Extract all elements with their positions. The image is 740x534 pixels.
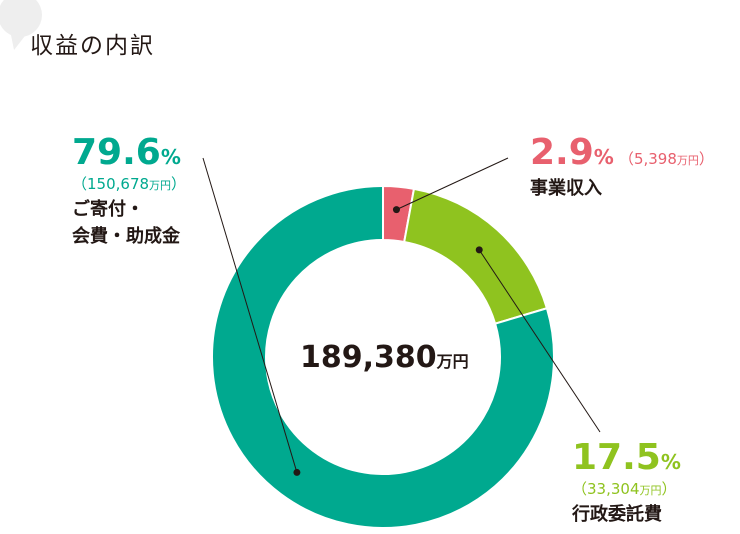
percent-sign: % xyxy=(593,145,614,169)
percent-sign: % xyxy=(660,450,681,474)
percent-sign: % xyxy=(160,145,181,169)
label-slice-2: 79.6% （150,678万円） ご寄付・ 会費・助成金 xyxy=(72,135,186,250)
amount-value: 5,398 xyxy=(633,150,677,168)
category-name: 事業収入 xyxy=(530,178,602,199)
amount-unit: 万円 xyxy=(676,154,699,167)
leader-dot-0 xyxy=(392,206,400,214)
speech-bubble-icon xyxy=(0,0,42,50)
label-slice-1: 17.5% （33,304万円） 行政委託費 xyxy=(572,440,681,528)
category-name-line2: 会費・助成金 xyxy=(72,226,180,247)
amount-unit: 万円 xyxy=(639,484,662,497)
category-name-line1: ご寄付・ xyxy=(72,199,144,220)
amount-value: 33,304 xyxy=(587,480,640,498)
amount-unit: 万円 xyxy=(149,179,172,192)
leader-line-1 xyxy=(478,249,601,433)
total-unit: 万円 xyxy=(436,352,469,371)
label-slice-0: 2.9% （5,398万円） 事業収入 xyxy=(530,135,714,202)
category-name: 行政委託費 xyxy=(572,504,662,525)
total-value: 189,380万円 xyxy=(300,340,469,375)
donut-slice-1 xyxy=(403,187,549,325)
percent-value: 79.6 xyxy=(72,132,161,173)
donut-slice-2 xyxy=(211,184,555,529)
total-number: 189,380 xyxy=(300,340,437,375)
chart-title: 収益の内訳 xyxy=(30,33,155,59)
leader-dot-1 xyxy=(475,246,483,254)
leader-line-0 xyxy=(396,157,509,211)
percent-value: 2.9 xyxy=(530,132,594,173)
percent-value: 17.5 xyxy=(572,437,661,478)
leader-dot-2 xyxy=(293,468,301,476)
leader-line-2 xyxy=(202,157,298,473)
amount-value: 150,678 xyxy=(87,175,150,193)
